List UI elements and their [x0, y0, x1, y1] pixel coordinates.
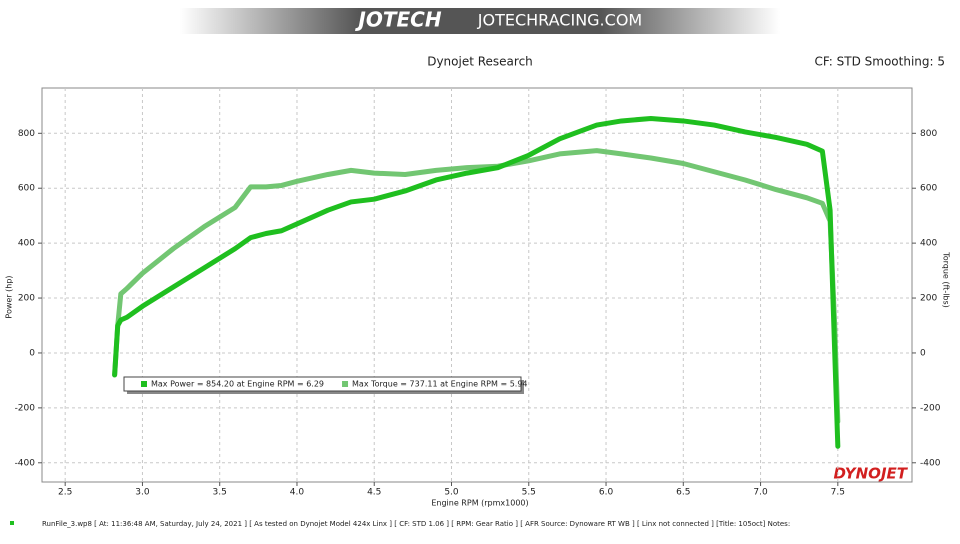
y2-tick-label: 0 — [920, 348, 926, 358]
x-tick-label: 6.5 — [676, 488, 690, 498]
x-tick-label: 6.0 — [599, 488, 614, 498]
legend-entry: Max Torque = 737.11 at Engine RPM = 5.94 — [352, 380, 527, 389]
legend-box — [123, 376, 522, 392]
chart-title: Dynojet Research — [427, 55, 533, 69]
brand: DYNOJET — [833, 465, 908, 483]
y2-tick-label: -200 — [920, 403, 941, 413]
banner — [180, 8, 780, 34]
y-tick-label: 0 — [29, 348, 35, 358]
legend-swatch — [141, 381, 147, 387]
x-tick-label: 3.5 — [213, 488, 227, 498]
y2-tick-label: 200 — [920, 294, 937, 304]
x-tick-label: 7.0 — [753, 488, 768, 498]
y-tick-label: 800 — [18, 129, 35, 139]
y2-tick-label: 400 — [920, 239, 937, 249]
series-line — [112, 115, 841, 449]
x-tick-label: 7.5 — [831, 488, 845, 498]
y-tick-label: -200 — [15, 403, 36, 413]
plot-area — [41, 87, 913, 483]
chart-subtitle: CF: STD Smoothing: 5 — [814, 55, 945, 69]
x-tick-label: 4.5 — [367, 488, 381, 498]
y-axis-label: Power (hp) — [5, 275, 14, 318]
x-tick-label: 2.5 — [58, 488, 72, 498]
x-tick-label: 4.0 — [290, 488, 305, 498]
x-axis-label: Engine RPM (rpmx1000) — [431, 499, 528, 508]
x-tick-label: 5.0 — [444, 488, 459, 498]
x-tick-label: 3.0 — [135, 488, 150, 498]
y-tick-label: 200 — [18, 294, 35, 304]
y-tick-label: -400 — [15, 458, 36, 468]
legend-entry: Max Power = 854.20 at Engine RPM = 6.29 — [151, 380, 324, 389]
legend-swatch — [342, 381, 349, 387]
footer-icon — [10, 521, 14, 525]
y2-tick-label: 600 — [920, 184, 937, 194]
y2-axis-label: Torque (ft-lbs) — [942, 251, 951, 308]
y-tick-label: 600 — [18, 184, 35, 194]
x-tick-label: 5.5 — [522, 488, 536, 498]
logo: JOTECH — [354, 8, 441, 32]
site: JOTECHRACING.COM — [477, 11, 642, 30]
series-line — [112, 148, 841, 425]
footer: RunFile_3.wp8 [ At: 11:36:48 AM, Saturda… — [42, 520, 790, 528]
y2-tick-label: -400 — [920, 458, 941, 468]
y-tick-label: 400 — [18, 239, 35, 249]
y2-tick-label: 800 — [920, 129, 937, 139]
